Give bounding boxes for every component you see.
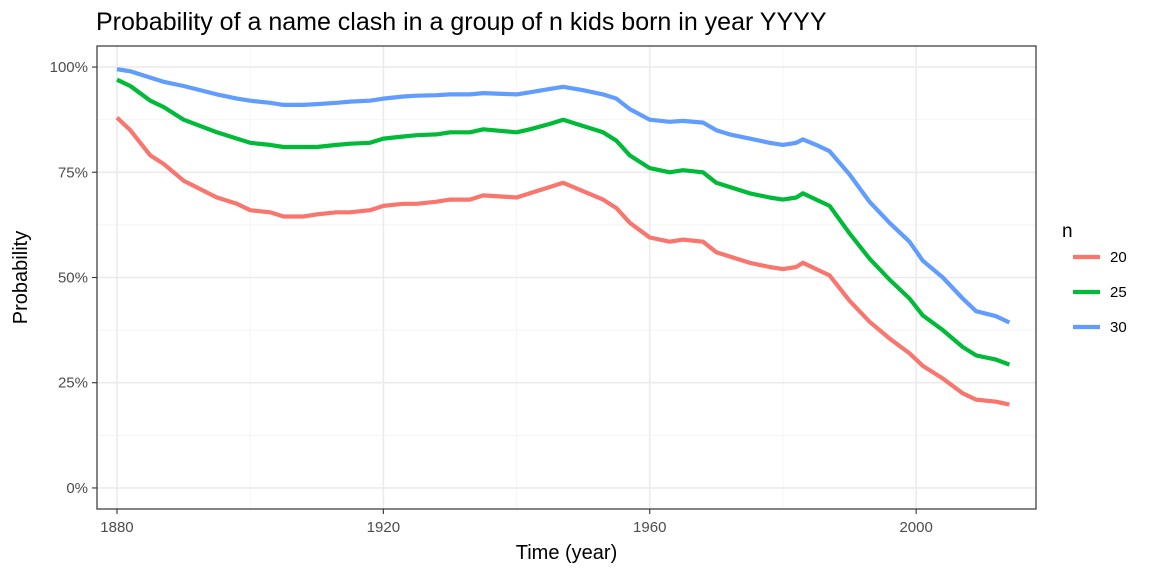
x-tick-label: 1920: [367, 519, 400, 536]
series-line-25: [116, 77, 1011, 367]
x-axis-title: Time (year): [516, 542, 617, 564]
y-axis-title: Probability: [10, 231, 32, 324]
legend-title: n: [1062, 221, 1073, 242]
series-lines: [115, 67, 1011, 407]
chart-title: Probability of a name clash in a group o…: [96, 8, 827, 36]
legend-label-30: 30: [1110, 319, 1127, 336]
y-tick-label: 25%: [58, 375, 88, 392]
y-tick-label: 75%: [58, 164, 88, 181]
axis-ticks: 1880 1920 1960 2000 0% 25% 50% 75% 100%: [50, 59, 933, 536]
y-tick-label: 50%: [58, 270, 88, 287]
x-tick-label: 1880: [100, 519, 133, 536]
y-tick-label: 100%: [50, 59, 88, 76]
grid: [97, 46, 1036, 509]
x-tick-label: 1960: [633, 519, 666, 536]
legend: n 20 25 30: [1062, 221, 1127, 336]
legend-items: 20 25 30: [1073, 249, 1127, 336]
y-tick-label: 0%: [66, 480, 88, 497]
x-tick-label: 2000: [899, 519, 932, 536]
series-line-20: [115, 116, 1010, 407]
legend-label-20: 20: [1110, 249, 1127, 266]
series-line-30: [116, 67, 1011, 325]
legend-label-25: 25: [1110, 284, 1127, 301]
